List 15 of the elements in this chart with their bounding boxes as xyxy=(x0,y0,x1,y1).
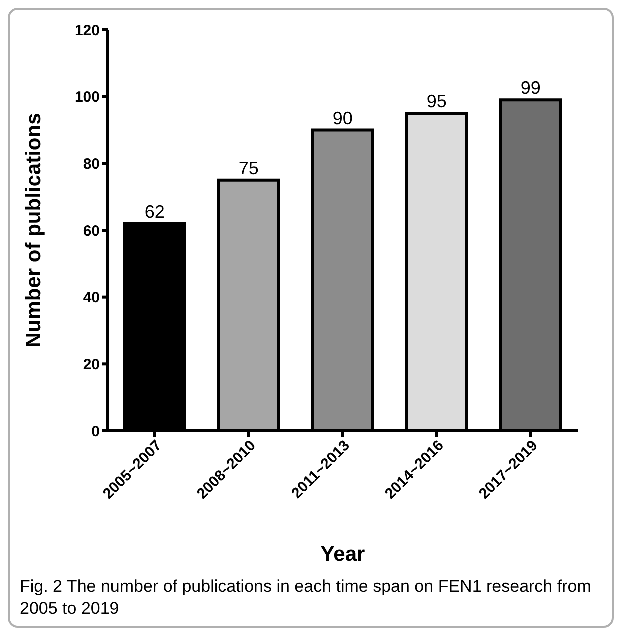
data-label: 95 xyxy=(426,92,447,112)
y-tick-label: 40 xyxy=(83,290,100,307)
y-tick-label: 80 xyxy=(83,156,100,173)
y-tick-label: 120 xyxy=(74,22,100,40)
y-tick-label: 0 xyxy=(92,423,100,440)
x-axis-title: Year xyxy=(320,543,366,566)
y-tick-label: 20 xyxy=(83,356,100,374)
y-tick-label: 60 xyxy=(83,222,100,240)
data-label: 62 xyxy=(144,202,165,222)
data-label: 99 xyxy=(520,78,541,98)
data-label: 90 xyxy=(332,108,353,128)
y-axis-title: Number of publications xyxy=(22,113,46,348)
data-label: 75 xyxy=(238,158,259,178)
caption: Fig. 2 The number of publications in each time span on FEN1 research from 2005 to 2019 xyxy=(20,576,592,620)
y-tick-label: 100 xyxy=(74,89,100,106)
